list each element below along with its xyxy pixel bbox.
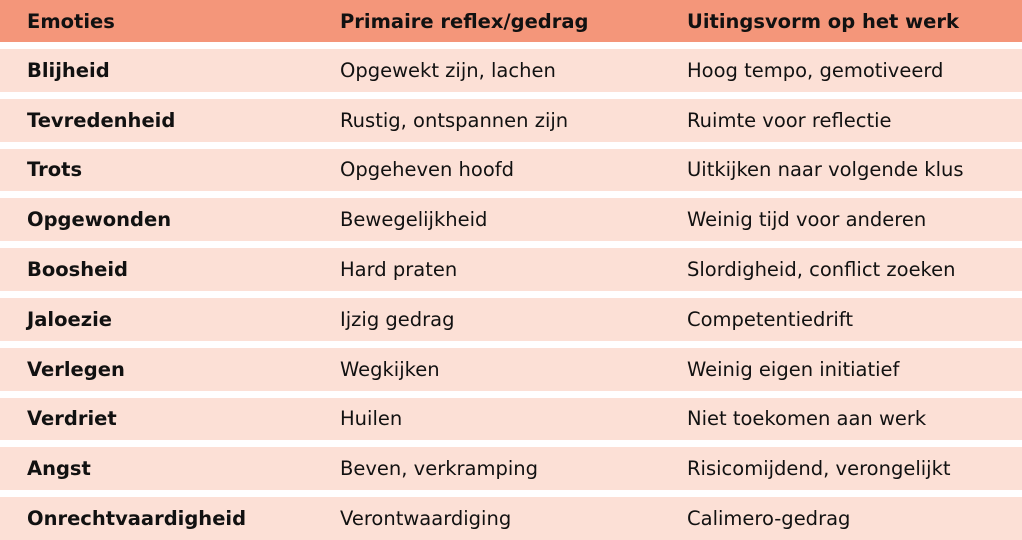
cell-workplace: Weinig tijd voor anderen [687, 208, 927, 232]
cell-emotion: Angst [27, 457, 91, 481]
table-header-row: Emoties Primaire reflex/gedrag Uitingsvo… [0, 0, 1022, 42]
cell-workplace: Calimero-gedrag [687, 507, 851, 531]
cell-workplace: Weinig eigen initiatief [687, 357, 900, 381]
cell-emotion: Trots [27, 158, 83, 182]
cell-emotion: Jaloezie [27, 307, 112, 331]
table-row: Blijheid Opgewekt zijn, lachen Hoog tempo,… [0, 49, 1022, 92]
cell-reflex: Hard praten [340, 258, 458, 282]
cell-workplace: Slordigheid, conflict zoeken [687, 258, 956, 282]
table-row: Boosheid Hard praten Slordigheid, conflict… [0, 248, 1022, 291]
table-row: Tevredenheid Rustig, ontspannen zijn Ruimt… [0, 98, 1022, 142]
table-row: Verlegen Wegkijken Weinig eigen initiatief [0, 347, 1022, 391]
table-row: Trots Opgeheven hoofd Uitkijken naar volge… [0, 148, 1022, 192]
cell-reflex: Ijzig gedrag [340, 307, 455, 331]
cell-emotion: Verdriet [27, 407, 117, 431]
cell-emotion: Tevredenheid [27, 108, 176, 132]
table-row: Jaloezie Ijzig gedrag Competentiedrift [0, 297, 1022, 341]
cell-emotion: Verlegen [27, 357, 125, 381]
cell-reflex: Verontwaardiging [340, 507, 512, 531]
cell-workplace: Niet toekomen aan werk [687, 407, 927, 431]
cell-reflex: Opgewekt zijn, lachen [340, 58, 556, 82]
cell-reflex: Bewegelijkheid [340, 208, 488, 232]
cell-emotion: Opgewonden [27, 208, 172, 232]
cell-emotion: Blijheid [27, 58, 110, 82]
header-primaire-reflex: Primaire reflex/gedrag [340, 9, 589, 33]
table-row: Onrechtvaardigheid Verontwaardiging Calime… [0, 497, 1022, 540]
cell-reflex: Rustig, ontspannen zijn [340, 108, 569, 132]
cell-reflex: Beven, verkramping [340, 457, 539, 481]
cell-reflex: Huilen [340, 407, 403, 431]
cell-workplace: Risicomijdend, verongelijkt [687, 457, 951, 481]
cell-emotion: Onrechtvaardigheid [27, 507, 247, 531]
cell-workplace: Competentiedrift [687, 307, 853, 331]
cell-workplace: Uitkijken naar volgende klus [687, 158, 964, 182]
header-uitingsvorm: Uitingsvorm op het werk [687, 9, 959, 33]
cell-workplace: Hoog tempo, gemotiveerd [687, 58, 944, 82]
table-row: Opgewonden Bewegelijkheid Weinig tijd voor… [0, 198, 1022, 242]
cell-reflex: Opgeheven hoofd [340, 158, 515, 182]
cell-workplace: Ruimte voor reflectie [687, 108, 892, 132]
table-row: Verdriet Huilen Niet toekomen aan werk [0, 397, 1022, 441]
table-row: Angst Beven, verkramping Risicomijdend, ve… [0, 447, 1022, 491]
cell-reflex: Wegkijken [340, 357, 440, 381]
header-emoties: Emoties [27, 9, 115, 33]
cell-emotion: Boosheid [27, 258, 129, 282]
